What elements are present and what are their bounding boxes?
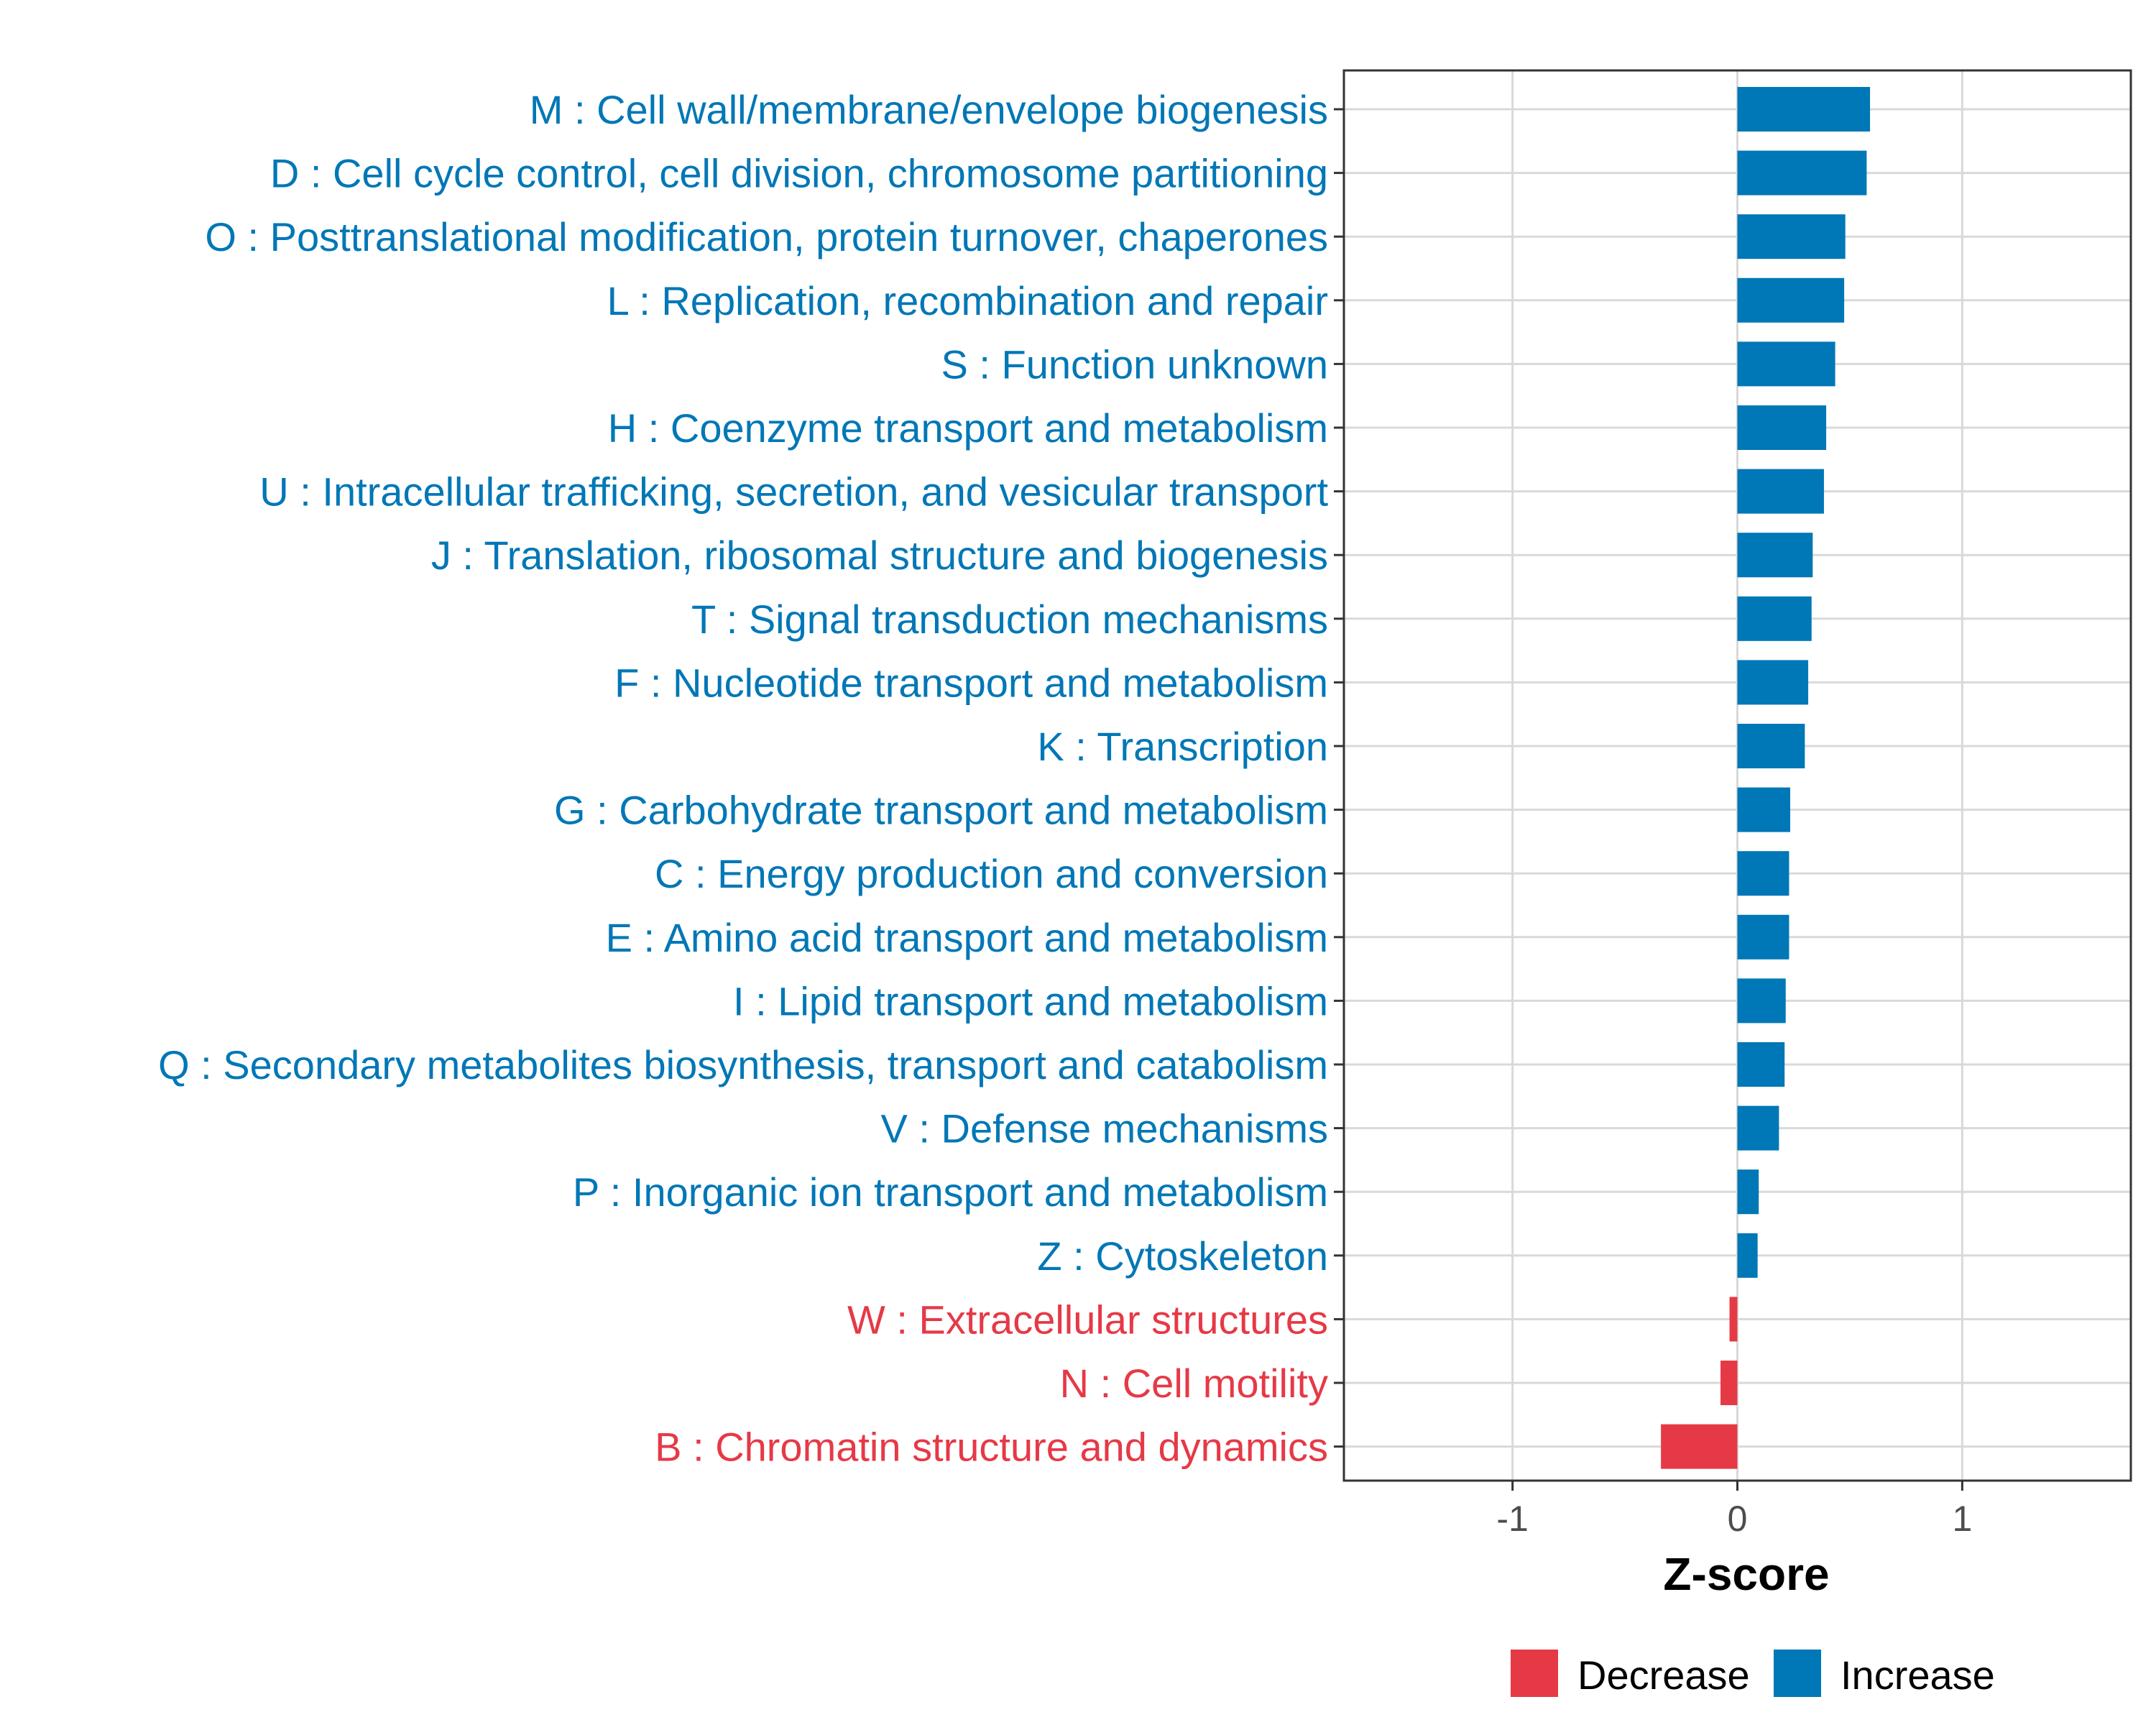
category-label-f: F : Nucleotide transport and metabolism — [614, 660, 1328, 705]
bar-m — [1737, 87, 1871, 132]
category-label-n: N : Cell motility — [1060, 1361, 1328, 1406]
category-label-p: P : Inorganic ion transport and metaboli… — [573, 1169, 1328, 1215]
category-labels: M : Cell wall/membrane/envelope biogenes… — [158, 87, 1328, 1470]
x-axis-ticks: -1 0 1 — [1496, 1481, 1972, 1539]
legend-label-increase: Increase — [1841, 1652, 1995, 1698]
bar-f — [1737, 660, 1809, 705]
category-label-g: G : Carbohydrate transport and metabolis… — [554, 788, 1328, 833]
category-label-v: V : Defense mechanisms — [881, 1106, 1328, 1151]
bar-w — [1729, 1297, 1738, 1342]
category-label-q: Q : Secondary metabolites biosynthesis, … — [158, 1042, 1328, 1087]
bar-u — [1737, 469, 1824, 514]
x-tick-label-0: -1 — [1496, 1499, 1528, 1539]
category-label-c: C : Energy production and conversion — [655, 851, 1328, 896]
category-label-b: B : Chromatin structure and dynamics — [655, 1425, 1328, 1470]
bar-n — [1720, 1361, 1738, 1405]
category-label-e: E : Amino acid transport and metabolism — [606, 915, 1328, 960]
bar-z — [1737, 1233, 1758, 1278]
legend-swatch-increase — [1774, 1650, 1821, 1697]
bar-v — [1737, 1105, 1779, 1151]
category-label-t: T : Signal transduction mechanisms — [691, 597, 1328, 642]
bar-o — [1737, 214, 1846, 259]
x-tick-label-2: 1 — [1952, 1499, 1972, 1539]
category-label-o: O : Posttranslational modification, prot… — [205, 214, 1328, 259]
bar-t — [1737, 596, 1812, 641]
bar-h — [1737, 405, 1827, 450]
category-label-i: I : Lipid transport and metabolism — [733, 978, 1328, 1024]
bar-l — [1737, 277, 1845, 323]
category-label-h: H : Coenzyme transport and metabolism — [608, 405, 1328, 451]
y-axis-ticks — [1334, 108, 1344, 1448]
bar-d — [1737, 150, 1867, 196]
bar-s — [1737, 341, 1835, 387]
bar-p — [1737, 1169, 1759, 1215]
category-label-k: K : Transcription — [1037, 724, 1328, 769]
bar-k — [1737, 724, 1805, 768]
category-label-j: J : Translation, ribosomal structure and… — [431, 533, 1328, 578]
bars — [1661, 87, 1871, 1469]
bar-e — [1737, 914, 1789, 960]
category-label-w: W : Extracellular structures — [847, 1297, 1328, 1342]
bar-j — [1737, 533, 1813, 578]
category-label-z: Z : Cytoskeleton — [1037, 1233, 1328, 1279]
bar-b — [1661, 1424, 1738, 1469]
bar-c — [1737, 851, 1789, 896]
bar-g — [1737, 787, 1791, 832]
category-label-d: D : Cell cycle control, cell division, c… — [270, 151, 1328, 196]
legend: Decrease Increase — [1511, 1650, 1995, 1698]
category-label-m: M : Cell wall/membrane/envelope biogenes… — [530, 87, 1328, 132]
legend-label-decrease: Decrease — [1577, 1652, 1750, 1698]
category-label-s: S : Function unknown — [941, 341, 1328, 387]
category-label-l: L : Replication, recombination and repai… — [607, 278, 1328, 323]
category-label-u: U : Intracellular trafficking, secretion… — [259, 469, 1328, 515]
bar-i — [1737, 978, 1786, 1024]
x-tick-label-1: 0 — [1728, 1499, 1748, 1539]
legend-swatch-decrease — [1511, 1650, 1558, 1697]
bar-q — [1737, 1042, 1785, 1087]
x-axis-title: Z-score — [1663, 1548, 1829, 1600]
